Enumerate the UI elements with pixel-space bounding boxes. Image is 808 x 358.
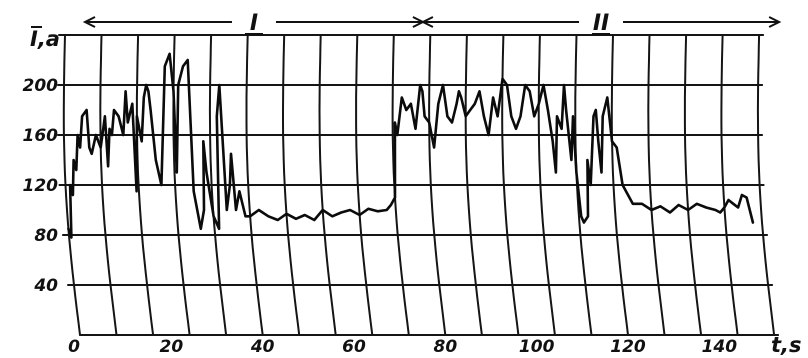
phase-arrow-head: [420, 16, 434, 28]
y-tick-label: 80: [34, 226, 58, 246]
phase-label: I: [250, 11, 258, 36]
y-tick-label: 40: [33, 276, 58, 296]
y-tick-label: 120: [23, 176, 59, 196]
x-tick-label: 60: [342, 337, 366, 357]
chart-labels: 40 80 120 160 200 0 20 40 60 80 100 120 140 I,a t,s: [23, 26, 802, 357]
x-axis-title: t,s: [771, 333, 802, 357]
phase-arrow-head: [82, 16, 96, 28]
chart-grid: [56, 34, 780, 336]
x-tick-label: 80: [433, 337, 457, 357]
y-axis-title: I,a: [30, 27, 60, 51]
x-tick-label: 20: [159, 337, 183, 357]
phase-arrow-head: [768, 16, 782, 28]
y-tick-label: 200: [23, 76, 59, 96]
y-tick-label: 160: [23, 126, 59, 146]
current-trace-line: [67, 52, 755, 239]
phase-label: II: [593, 11, 609, 36]
chart-trace-layer: [67, 52, 755, 239]
phase-annotations: I II: [82, 11, 782, 36]
x-tick-label: 40: [250, 337, 275, 357]
x-tick-label: 120: [610, 337, 646, 357]
x-tick-label: 100: [519, 337, 555, 357]
x-tick-label: 0: [68, 337, 80, 357]
x-tick-label: 140: [702, 337, 738, 357]
